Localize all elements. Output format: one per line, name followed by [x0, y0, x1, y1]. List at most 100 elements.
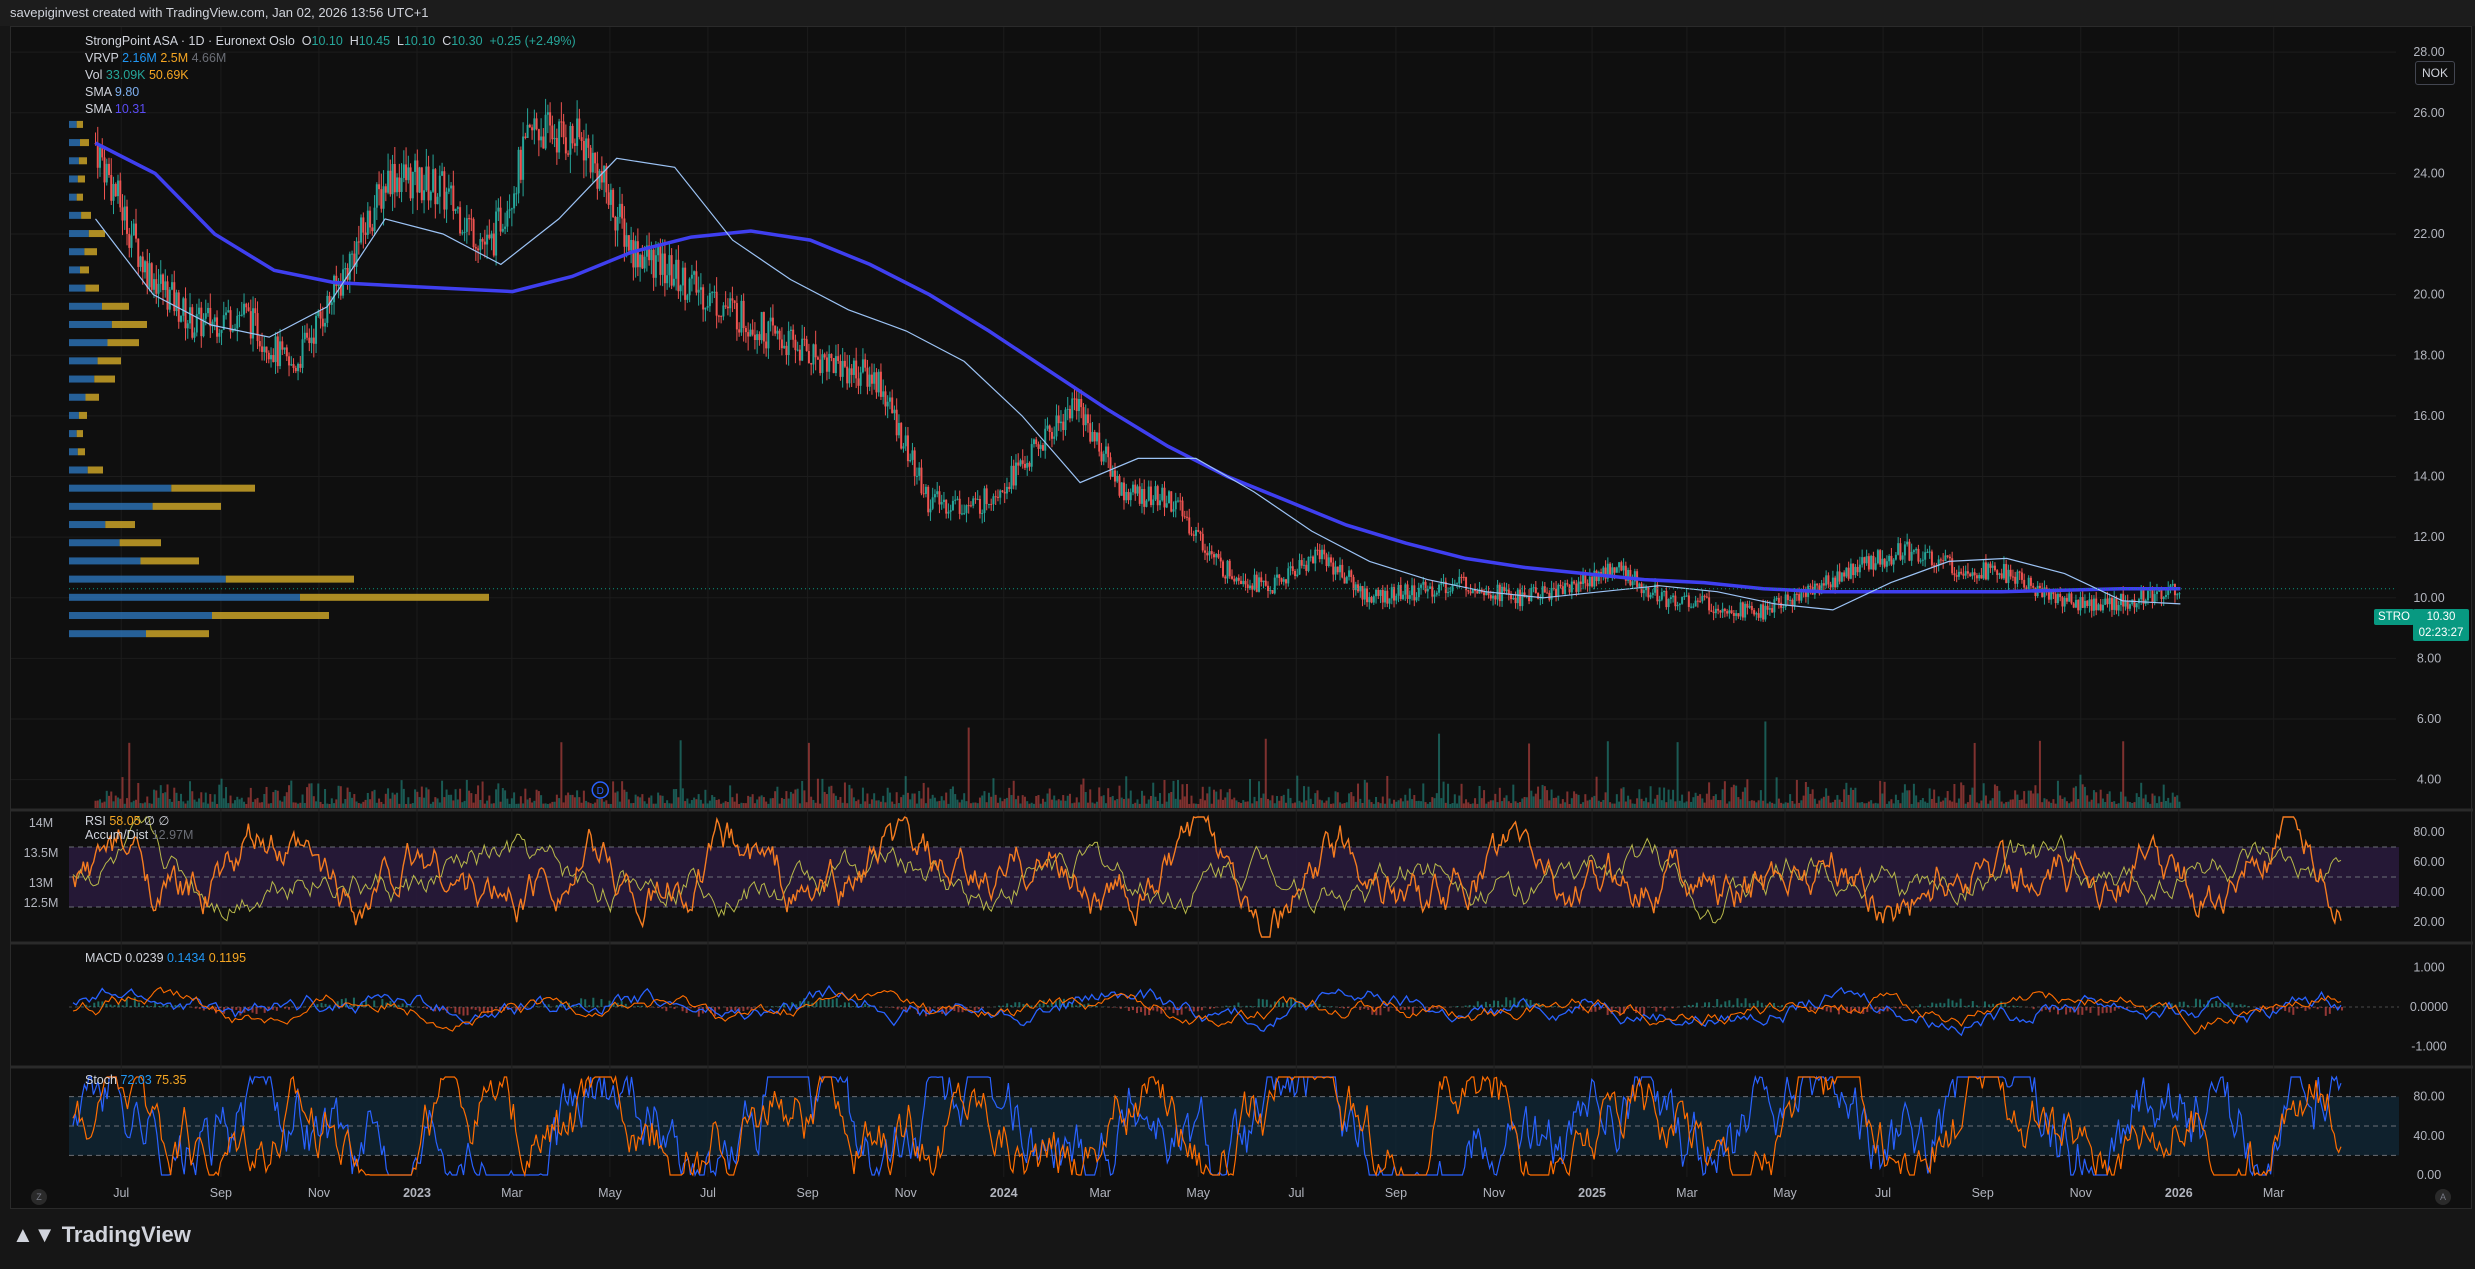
candle-body: [1633, 571, 1636, 582]
volume-bar: [1345, 802, 1348, 808]
candle-body: [157, 283, 160, 294]
macd-legend[interactable]: MACD 0.0239 0.1434 0.1195: [85, 951, 246, 965]
volume-bar: [1818, 800, 1821, 808]
candle-body: [2000, 573, 2003, 579]
macd-histogram-bar: [1237, 1002, 1240, 1007]
rsi-legend[interactable]: RSI 58.05 ∅ ∅ Accum/Dist 12.97M: [85, 813, 193, 842]
volume-bar: [218, 784, 221, 808]
volume-bar: [1059, 800, 1062, 808]
brand-logo[interactable]: ▲▼ TradingView: [12, 1222, 191, 1248]
macd-histogram-bar: [596, 1005, 599, 1007]
sma2-line[interactable]: SMA 10.31: [85, 101, 576, 118]
volume-bar: [337, 785, 340, 808]
candle-body: [1251, 585, 1254, 590]
volume-bar: [803, 790, 806, 808]
macd-histogram-bar: [1874, 1007, 1877, 1010]
candle-body: [1937, 559, 1940, 566]
vol-line[interactable]: Vol 33.09K 50.69K: [85, 67, 576, 84]
macd-histogram-bar: [1371, 1007, 1374, 1015]
volume-bar: [1838, 799, 1841, 808]
macd-histogram-bar: [357, 1005, 360, 1007]
volume-bar: [1402, 801, 1405, 808]
macd-histogram-bar: [1732, 1004, 1735, 1007]
volume-bar: [1829, 802, 1832, 808]
macd-histogram-bar: [1379, 1007, 1382, 1016]
macd-histogram-bar: [1975, 1005, 1978, 1007]
chart-canvas[interactable]: Jul Sep Nov 2023 Mar May Jul Sep Nov 2024 Mar May Ju…: [11, 27, 2473, 1210]
sma1-line[interactable]: SMA 9.80: [85, 84, 576, 101]
stoch-legend[interactable]: Stoch 72.03 75.35: [85, 1073, 187, 1087]
macd-histogram-bar: [1188, 1007, 1191, 1012]
volume-bar: [1095, 801, 1098, 808]
volume-bar: [1035, 795, 1038, 808]
volume-bar: [400, 780, 403, 808]
volume-bar: [2023, 791, 2026, 808]
candle-body: [762, 312, 765, 342]
candle-body: [2032, 585, 2035, 588]
volume-bar: [1411, 799, 1414, 808]
vrvp-line[interactable]: VRVP 2.16M 2.5M 4.66M: [85, 50, 576, 67]
candle-body: [1939, 559, 1942, 561]
volume-bar: [1149, 795, 1152, 808]
macd-histogram-bar: [636, 1005, 639, 1007]
volume-profile-bar-down: [76, 120, 83, 128]
volume-profile-bar-down: [87, 466, 103, 474]
candle-body: [693, 271, 696, 275]
macd-histogram-bar: [1505, 997, 1508, 1007]
volume-bar: [486, 800, 489, 808]
volume-bar: [1933, 789, 1936, 808]
candle-body: [1440, 583, 1443, 585]
candle-body: [2023, 579, 2026, 588]
volume-bar: [1539, 799, 1542, 808]
macd-histogram-bar: [154, 1001, 157, 1007]
volume-bar: [207, 803, 210, 808]
volume-bar: [814, 802, 817, 808]
candle-body: [1118, 475, 1121, 496]
volume-bar: [1852, 789, 1855, 808]
volume-bar: [1953, 783, 1956, 808]
volume-profile-bar-down: [140, 557, 199, 565]
volume-bar: [1217, 799, 1220, 808]
volume-bar: [2155, 803, 2158, 808]
volume-bar: [2095, 792, 2098, 808]
candle-body: [1757, 613, 1760, 618]
volume-bar: [1165, 801, 1168, 808]
candle-body: [789, 329, 792, 332]
macd-histogram-bar: [730, 1007, 733, 1012]
chart-frame[interactable]: Jul Sep Nov 2023 Mar May Jul Sep Nov 2024 Mar May Ju…: [10, 26, 2473, 1210]
candle-body: [609, 189, 612, 205]
candle-body: [1327, 557, 1330, 566]
macd-histogram-bar: [1748, 1003, 1751, 1007]
candle-body: [522, 136, 525, 180]
macd-histogram-bar: [1996, 1004, 1999, 1007]
candle-body: [1138, 486, 1141, 504]
candle-body: [636, 241, 639, 268]
volume-bar: [1564, 802, 1567, 808]
candle-body: [1357, 584, 1360, 592]
volume-profile-bar-down: [76, 430, 83, 438]
volume-bar: [1514, 801, 1517, 808]
candle-body: [1289, 566, 1292, 569]
volume-bar: [839, 796, 842, 808]
macd-y-tick: 0.0000: [2410, 1000, 2448, 1014]
candle-body: [1516, 589, 1519, 604]
volume-bar: [1937, 796, 1940, 808]
candle-body: [2113, 598, 2116, 610]
candle-body: [229, 310, 232, 332]
volume-bar: [1746, 779, 1749, 808]
candle-body: [1161, 487, 1164, 501]
volume-bar: [643, 801, 646, 808]
candle-body: [1953, 573, 1956, 576]
zoom-reset-button[interactable]: Z: [31, 1189, 47, 1205]
candle-body: [216, 317, 219, 337]
volume-bar: [2088, 801, 2091, 808]
currency-button[interactable]: NOK: [2415, 61, 2455, 85]
macd-histogram-bar: [592, 997, 595, 1007]
macd-histogram-bar: [559, 1000, 562, 1007]
volume-bar: [2164, 800, 2167, 808]
auto-scale-button[interactable]: A: [2435, 1189, 2451, 1205]
volume-bar: [697, 794, 700, 808]
volume-profile-bar-down: [77, 448, 85, 456]
volume-bar: [1795, 779, 1798, 808]
candle-body: [150, 263, 153, 290]
